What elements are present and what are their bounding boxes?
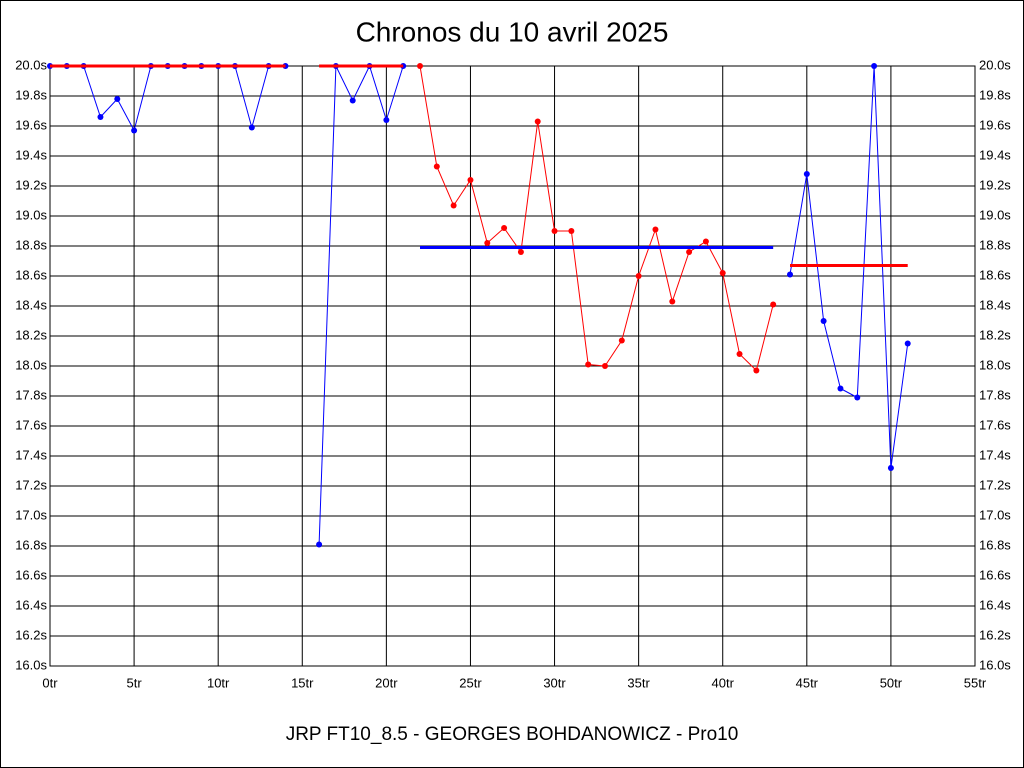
data-point: [517, 249, 524, 255]
y-tick-label: 20.0s: [15, 57, 47, 72]
y2-tick-label: 19.6s: [979, 117, 1011, 132]
x-tick-label: 0tr: [42, 675, 58, 690]
y2-tick-label: 19.0s: [979, 207, 1011, 222]
y-tick-label: 19.6s: [15, 117, 47, 132]
y-tick-label: 19.4s: [15, 147, 47, 162]
data-point: [349, 97, 356, 104]
y-tick-label: 17.0s: [15, 507, 47, 522]
data-point: [753, 367, 760, 374]
data-point: [837, 385, 844, 392]
data-point: [669, 298, 676, 305]
data-point: [702, 238, 709, 245]
data-point: [854, 394, 861, 401]
data-point: [501, 225, 508, 231]
chart-title: Chronos du 10 avril 2025: [356, 16, 669, 47]
y-tick-label: 18.6s: [15, 267, 47, 282]
data-point: [484, 240, 491, 246]
y-tick-label: 16.8s: [15, 537, 47, 552]
y2-tick-label: 17.8s: [979, 387, 1011, 402]
data-line: [318, 64, 404, 545]
data-point: [316, 541, 323, 548]
y2-tick-label: 16.2s: [979, 627, 1011, 642]
x-tick-label: 10tr: [207, 675, 230, 690]
data-point: [417, 63, 423, 69]
y2-tick-label: 19.8s: [979, 87, 1011, 102]
y2-tick-label: 16.8s: [979, 537, 1011, 552]
y2-tick-label: 16.0s: [979, 657, 1011, 672]
x-tick-label: 35tr: [627, 675, 650, 690]
y-tick-label: 19.2s: [15, 177, 47, 192]
y2-tick-label: 18.2s: [979, 327, 1011, 342]
data-point: [433, 163, 440, 170]
data-point: [803, 171, 810, 177]
y-tick-label: 17.2s: [15, 477, 47, 492]
y2-tick-label: 17.0s: [979, 507, 1011, 522]
data-point: [635, 273, 642, 279]
x-tick-label: 40tr: [712, 675, 735, 690]
data-point: [450, 202, 457, 209]
y-tick-label: 17.4s: [15, 447, 47, 462]
x-axis-label: JRP FT10_8.5 - GEORGES BOHDANOWICZ - Pro…: [286, 724, 739, 745]
y2-tick-label: 16.6s: [979, 567, 1011, 582]
data-point: [602, 363, 608, 369]
data-line: [789, 65, 909, 469]
y-tick-label: 16.0s: [15, 657, 47, 672]
data-line: [419, 65, 774, 372]
y-tick-label: 16.6s: [15, 567, 47, 582]
y2-tick-label: 19.4s: [979, 147, 1011, 162]
y2-tick-label: 20.0s: [979, 57, 1011, 72]
data-point: [534, 118, 541, 125]
data-point: [904, 340, 911, 347]
y-tick-label: 19.0s: [15, 207, 47, 222]
plot-border: [49, 65, 976, 667]
data-point: [787, 271, 793, 278]
data-point: [248, 124, 255, 131]
data-point: [568, 228, 575, 234]
x-tick-label: 45tr: [796, 675, 819, 690]
x-tick-label: 25tr: [459, 675, 482, 690]
y2-tick-label: 16.4s: [979, 597, 1011, 612]
x-tick-label: 30tr: [543, 675, 566, 690]
y2-tick-label: 18.6s: [979, 267, 1011, 282]
data-point: [585, 361, 592, 368]
y-tick-label: 19.8s: [15, 87, 47, 102]
y2-tick-label: 17.6s: [979, 417, 1011, 432]
data-point: [131, 127, 138, 134]
data-point: [618, 337, 625, 344]
y2-tick-label: 18.4s: [979, 297, 1011, 312]
x-tick-label: 50tr: [880, 675, 903, 690]
x-tick-label: 55tr: [964, 675, 987, 690]
x-tick-label: 20tr: [375, 675, 398, 690]
y2-tick-label: 18.8s: [979, 237, 1011, 252]
y-tick-label: 18.0s: [15, 357, 47, 372]
y-tick-label: 18.4s: [15, 297, 47, 312]
data-point: [770, 301, 777, 308]
data-point: [114, 96, 121, 102]
y-tick-label: 18.8s: [15, 237, 47, 252]
y-tick-label: 16.4s: [15, 597, 47, 612]
x-tick-label: 15tr: [291, 675, 314, 690]
data-point: [736, 351, 743, 357]
data-point: [97, 114, 104, 120]
y2-tick-label: 18.0s: [979, 357, 1011, 372]
y-tick-label: 18.2s: [15, 327, 47, 342]
data-point: [467, 177, 474, 183]
y-tick-label: 17.8s: [15, 387, 47, 402]
y-tick-label: 16.2s: [15, 627, 47, 642]
data-point: [652, 226, 659, 233]
data-point: [887, 465, 894, 471]
data-point: [871, 63, 878, 69]
data-point: [686, 249, 693, 255]
x-tick-label: 5tr: [127, 675, 143, 690]
y2-tick-label: 17.4s: [979, 447, 1011, 462]
data-point: [820, 318, 827, 324]
y2-tick-label: 17.2s: [979, 477, 1011, 492]
y-tick-label: 17.6s: [15, 417, 47, 432]
data-point: [383, 117, 390, 123]
y2-tick-label: 19.2s: [979, 177, 1011, 192]
data-point: [719, 270, 726, 276]
data-point: [551, 228, 558, 234]
